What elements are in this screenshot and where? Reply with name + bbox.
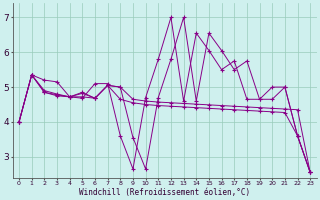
X-axis label: Windchill (Refroidissement éolien,°C): Windchill (Refroidissement éolien,°C) xyxy=(79,188,250,197)
